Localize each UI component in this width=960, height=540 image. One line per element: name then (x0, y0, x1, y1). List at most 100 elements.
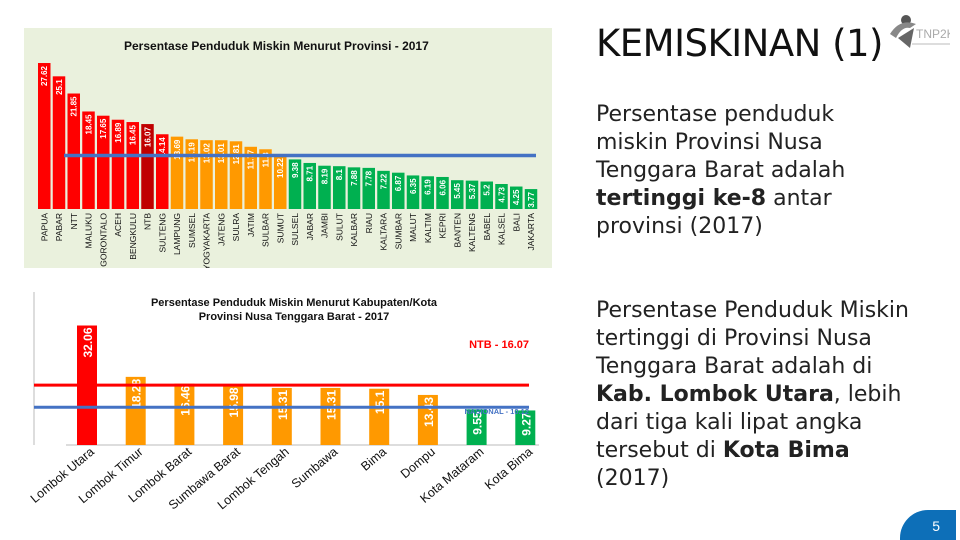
bar-papua (38, 63, 51, 209)
bar-sulsel (288, 159, 302, 209)
bar-value-label: 13.69 (173, 139, 182, 160)
category-label: JAKARTA (526, 213, 536, 251)
bar-district (515, 410, 536, 445)
bar-value-label: 15.31 (325, 390, 339, 420)
bar-value-label: 6.35 (409, 178, 418, 194)
category-label: PAPUA (39, 213, 49, 242)
bar-value-label: 5.45 (453, 183, 462, 199)
category-label: Bima (358, 445, 389, 474)
bar-value-label: 7.88 (350, 170, 359, 186)
bar-value-label: 32.06 (81, 327, 95, 357)
bar-district (174, 383, 195, 445)
bar-value-label: 17.65 (99, 118, 108, 139)
category-label: BALI (511, 213, 521, 231)
category-label: RIAU (364, 213, 374, 233)
bar-value-label: 16.45 (129, 125, 138, 146)
bar-district (271, 387, 292, 445)
bar-sulra (229, 141, 243, 209)
category-label: SULRA (231, 213, 241, 242)
bar-sumbar (392, 172, 405, 209)
bar-jambi (318, 165, 331, 209)
bar-value-label: 21.85 (70, 96, 79, 117)
tnp2k-logo-icon: TNP2K (890, 15, 950, 48)
category-label: SULTENG (157, 213, 167, 253)
bar-district (369, 388, 390, 445)
bar-value-label: 27.62 (40, 65, 49, 86)
bar-value-label: 14.14 (158, 137, 167, 158)
bar-riau (362, 167, 375, 209)
chart-title-line-1: Persentase Penduduk Miskin Menurut Kabup… (151, 297, 438, 309)
bar-value-label: 15.31 (276, 390, 290, 420)
bar-pabar (52, 76, 66, 209)
category-label: JATIM (246, 213, 256, 237)
bar-value-label: 5.2 (483, 184, 492, 196)
ntb-line-label: NTB - 16.07 (469, 339, 529, 351)
category-label: JABAR (305, 213, 315, 240)
bar-value-label: 9.27 (519, 412, 533, 436)
category-label: SULBAR (261, 213, 271, 247)
chart-title: Persentase Penduduk Miskin Menurut Provi… (124, 39, 429, 53)
bar-value-label: 6.19 (424, 179, 433, 195)
category-label: SUMUT (275, 213, 285, 243)
category-label: KALTARA (379, 213, 389, 251)
category-label: SULUT (334, 213, 344, 241)
bar-value-label: 13.43 (422, 397, 436, 427)
chart-title-line-2: Provinsi Nusa Tenggara Barat - 2017 (199, 311, 390, 323)
bar-district (466, 409, 487, 445)
category-label: Dompu (398, 445, 438, 482)
bar-kaltim (421, 176, 434, 209)
category-label: SUMSEL (187, 213, 197, 248)
bar-value-label: 15.98 (227, 387, 241, 417)
province-poverty-chart: Persentase Penduduk Miskin Menurut Provi… (24, 28, 552, 268)
bar-jatim (244, 146, 257, 209)
category-label: MALUT (408, 213, 418, 242)
bar-jabar (303, 162, 316, 209)
bar-value-label: 9.38 (291, 162, 300, 178)
bar-ntt (67, 93, 80, 209)
bar-kalsel (495, 183, 508, 209)
bar-value-label: 4.73 (498, 186, 507, 202)
bar-district (223, 385, 244, 445)
category-label: PABAR (54, 213, 64, 241)
bar-value-label: 10.22 (276, 157, 285, 178)
bar-value-label: 8.71 (306, 165, 315, 181)
bar-value-label: 8.1 (335, 169, 344, 181)
category-label: Kota Bima (482, 445, 535, 493)
page-number: 5 (900, 510, 956, 540)
bar-value-label: 11.3 (262, 152, 271, 168)
category-label: YOGYAKARTA (202, 213, 212, 268)
category-label: KALSEL (497, 213, 507, 245)
bar-value-label: 4.25 (512, 189, 521, 205)
bar-value-label: 16.46 (178, 385, 192, 415)
text-paragraph-1: Persentase penduduk miskin Provinsi Nusa… (596, 102, 846, 239)
category-label: NTT (69, 213, 79, 230)
bar-babel (480, 181, 493, 209)
category-label: BANTEN (452, 213, 462, 247)
category-label: SULSEL (290, 213, 300, 246)
category-label: GORONTALO (98, 213, 108, 267)
district-poverty-chart: Persentase Penduduk Miskin Menurut Kabup… (24, 290, 542, 540)
category-label: MALUKU (84, 213, 94, 248)
bar-banten (451, 180, 464, 209)
bar-kalteng (465, 180, 479, 209)
bar-value-label: 18.28 (130, 379, 144, 409)
bar-value-label: 3.77 (527, 192, 536, 208)
text-paragraph-2: Persentase Penduduk Miskin tertinggi di … (596, 298, 909, 491)
logo-text: TNP2K (916, 27, 950, 41)
bar-value-label: 13.19 (188, 142, 197, 163)
category-label: SUMBAR (393, 213, 403, 249)
bar-gorontalo (97, 115, 110, 209)
bar-value-label: 7.22 (380, 173, 389, 189)
bar-value-label: 15.1 (373, 390, 387, 414)
bar-value-label: 18.45 (85, 114, 94, 135)
slide-title: KEMISKINAN (1) (596, 22, 883, 65)
national-line-label: NASIONAL - 10.12 (465, 407, 529, 416)
bar-maluku (82, 111, 95, 209)
bar-malut (406, 175, 420, 209)
bar-value-label: 11.77 (247, 149, 256, 169)
bar-sulut (333, 166, 346, 209)
category-label: JAMBI (320, 213, 330, 238)
category-label: KALBAR (349, 213, 359, 247)
bar-value-label: 9.55 (471, 411, 485, 435)
bar-jakarta (524, 189, 538, 209)
